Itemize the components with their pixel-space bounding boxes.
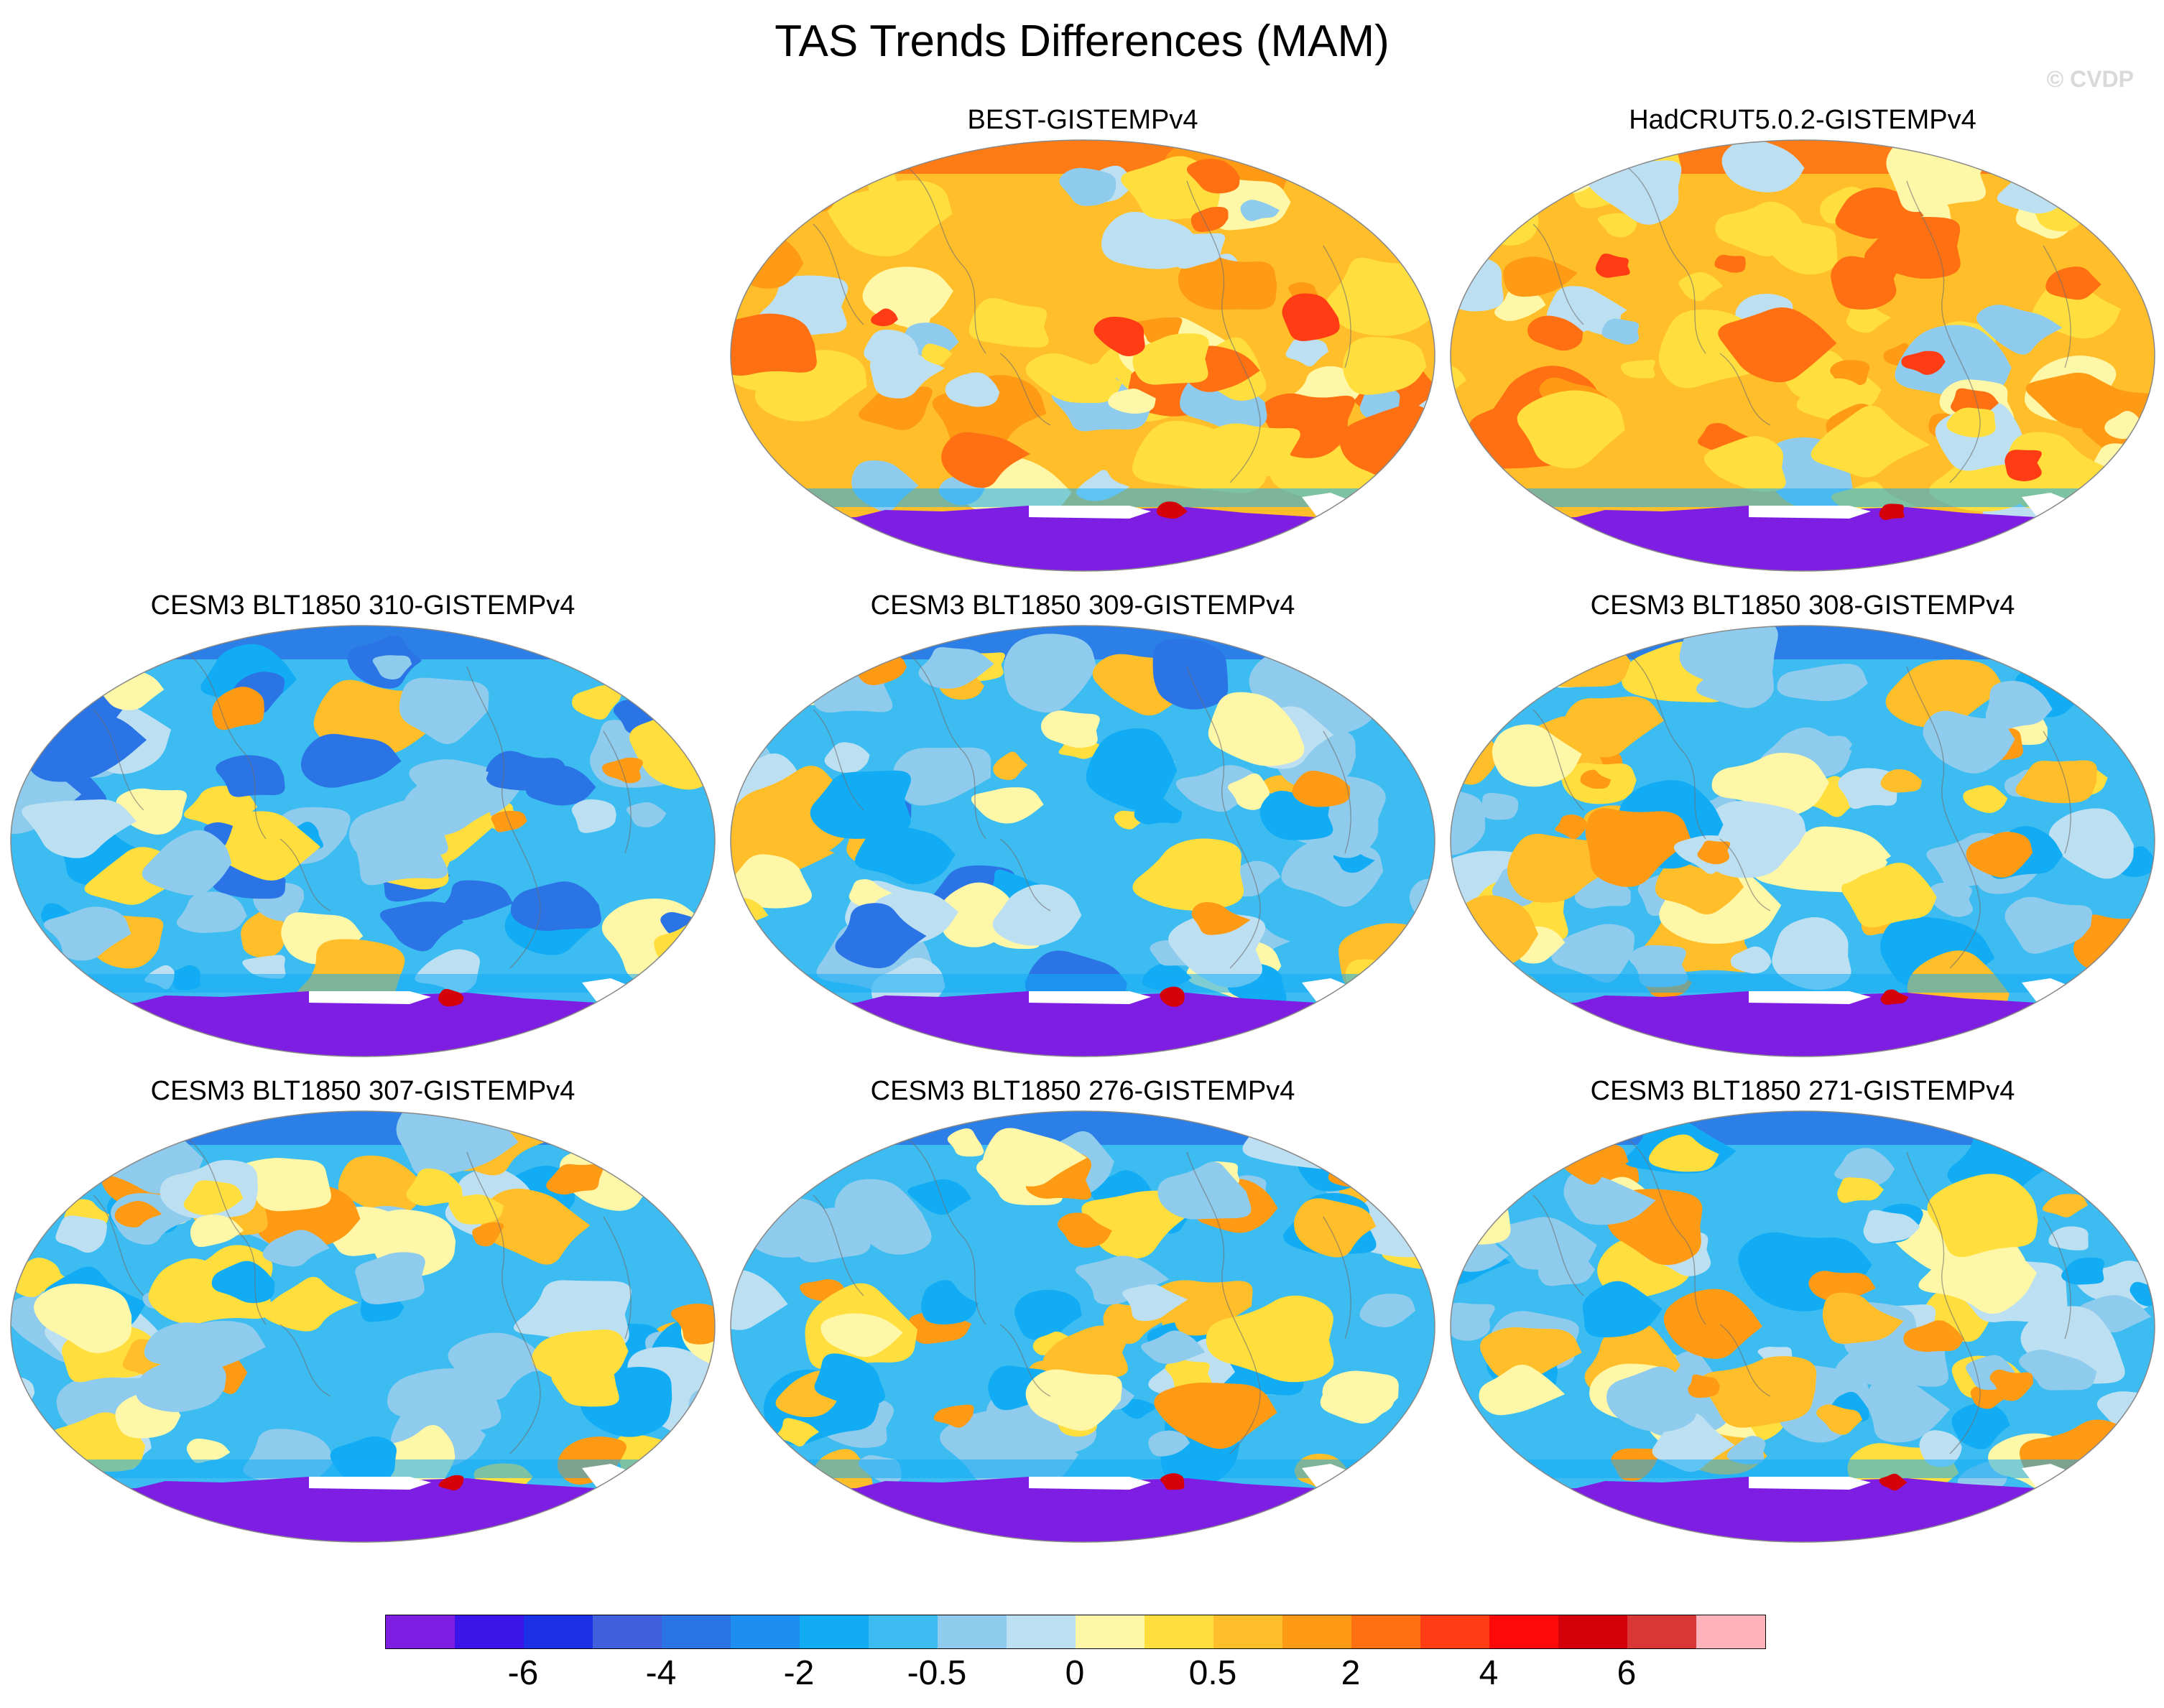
- colorbar-swatch: [1558, 1615, 1627, 1648]
- panel-title: HadCRUT5.0.2-GISTEMPv4: [1629, 105, 1976, 135]
- colorbar-tick-label: -0.5: [907, 1654, 967, 1692]
- colorbar-tick-label: 4: [1479, 1654, 1499, 1692]
- robinson-map: [1447, 1109, 2158, 1544]
- colorbar-swatch: [731, 1615, 800, 1648]
- panel-title: CESM3 BLT1850 271-GISTEMPv4: [1590, 1076, 2015, 1106]
- map-panel-cesm3-307: CESM3 BLT1850 307-GISTEMPv4: [7, 1075, 718, 1549]
- colorbar: [385, 1615, 1766, 1649]
- colorbar-swatch: [800, 1615, 869, 1648]
- robinson-map: [7, 1109, 718, 1544]
- colorbar-swatch: [938, 1615, 1007, 1648]
- colorbar-tick-label: -2: [783, 1654, 815, 1692]
- colorbar-swatch: [1007, 1615, 1076, 1648]
- map-panel-hadcrut: HadCRUT5.0.2-GISTEMPv4: [1447, 103, 2158, 577]
- colorbar-tick-label: -4: [645, 1654, 677, 1692]
- panel-title: CESM3 BLT1850 307-GISTEMPv4: [150, 1076, 575, 1106]
- colorbar-swatch: [1213, 1615, 1282, 1648]
- colorbar-swatch: [1145, 1615, 1213, 1648]
- panel-title: CESM3 BLT1850 309-GISTEMPv4: [870, 590, 1295, 621]
- colorbar-swatch: [662, 1615, 731, 1648]
- panel-title: CESM3 BLT1850 310-GISTEMPv4: [150, 590, 575, 621]
- map-panel-cesm3-310: CESM3 BLT1850 310-GISTEMPv4: [7, 589, 718, 1063]
- map-panel-cesm3-308: CESM3 BLT1850 308-GISTEMPv4: [1447, 589, 2158, 1063]
- map-panel-cesm3-309: CESM3 BLT1850 309-GISTEMPv4: [727, 589, 1438, 1063]
- robinson-map: [7, 623, 718, 1059]
- map-panel-cesm3-271: CESM3 BLT1850 271-GISTEMPv4: [1447, 1075, 2158, 1549]
- robinson-map: [727, 138, 1438, 573]
- colorbar-swatch: [386, 1615, 455, 1648]
- map-panel-best: BEST-GISTEMPv4: [727, 103, 1438, 577]
- colorbar-tick-label: -6: [507, 1654, 539, 1692]
- map-panel-cesm3-276: CESM3 BLT1850 276-GISTEMPv4: [727, 1075, 1438, 1549]
- cvdp-credit: © CVDP: [2046, 66, 2134, 92]
- robinson-map: [1447, 138, 2158, 573]
- colorbar-tick-label: 0: [1065, 1654, 1085, 1692]
- robinson-map: [727, 623, 1438, 1059]
- colorbar-swatch: [524, 1615, 593, 1648]
- colorbar-swatch: [1489, 1615, 1558, 1648]
- colorbar-tick-label: 6: [1617, 1654, 1637, 1692]
- panel-title: BEST-GISTEMPv4: [967, 105, 1198, 135]
- colorbar-swatch: [1420, 1615, 1489, 1648]
- colorbar-swatch: [1627, 1615, 1696, 1648]
- colorbar-swatch: [1282, 1615, 1351, 1648]
- figure-title: TAS Trends Differences (MAM): [774, 17, 1390, 66]
- robinson-map: [1447, 623, 2158, 1059]
- panel-title: CESM3 BLT1850 308-GISTEMPv4: [1590, 590, 2015, 621]
- colorbar-swatch: [869, 1615, 938, 1648]
- robinson-map: [727, 1109, 1438, 1544]
- colorbar-tick-label: 2: [1341, 1654, 1361, 1692]
- colorbar-swatch: [593, 1615, 662, 1648]
- colorbar-swatch: [1076, 1615, 1145, 1648]
- colorbar-swatch: [1351, 1615, 1420, 1648]
- colorbar-swatch: [455, 1615, 524, 1648]
- colorbar-tick-label: 0.5: [1188, 1654, 1237, 1692]
- panel-title: CESM3 BLT1850 276-GISTEMPv4: [870, 1076, 1295, 1106]
- colorbar-swatch: [1696, 1615, 1765, 1648]
